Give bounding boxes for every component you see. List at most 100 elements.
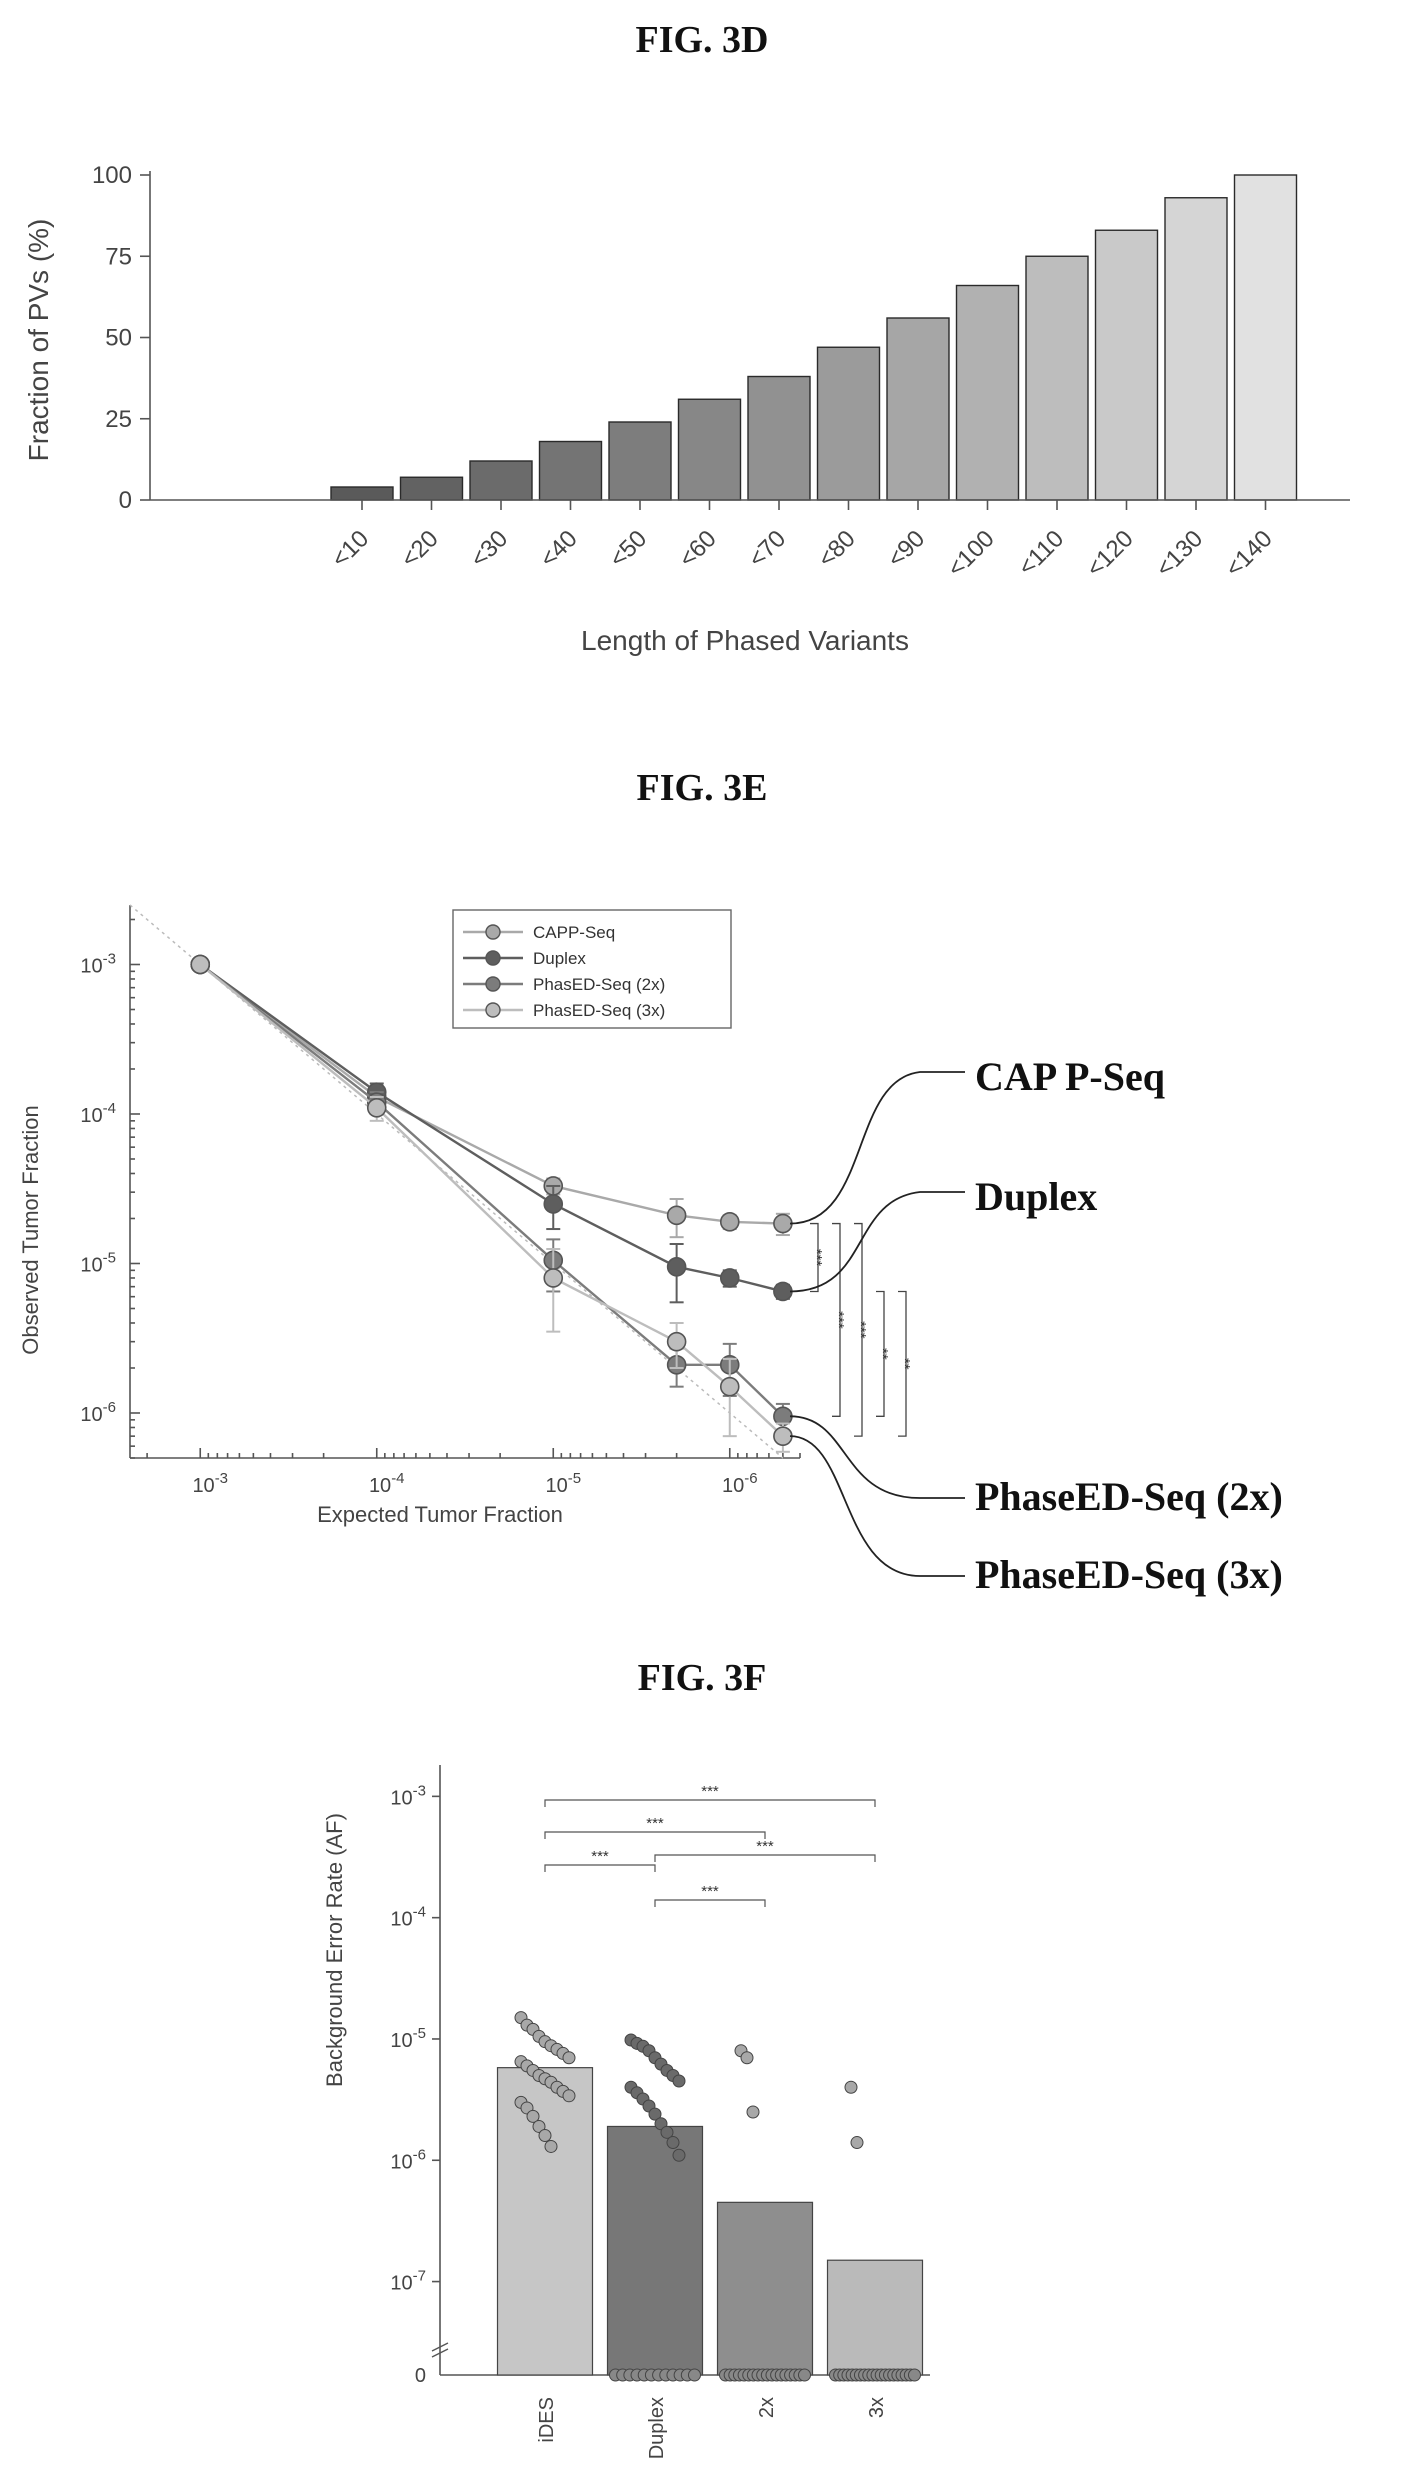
fig-3d-bar — [608, 421, 672, 501]
fig-3d-x-axis-label: Length of Phased Variants — [581, 625, 909, 656]
fig-3d-axes: 0 25 50 75 100 <10 <20 <30 <40 <50 <60 <70 <80 <90 <10… — [92, 162, 1350, 582]
fig-3f-points — [514, 2011, 921, 2382]
fig-3d-y-tick-label: 100 — [92, 162, 132, 189]
fig-3d-bar — [816, 346, 881, 501]
fig-3e-y-axis-label: Observed Tumor Fraction — [18, 1105, 43, 1354]
fig-3d-bar — [886, 317, 950, 501]
fig-3e-point — [773, 1213, 793, 1234]
fig-3e-significance-bracket — [854, 1222, 863, 1437]
fig-3d-x-tick-label: <60 — [674, 525, 722, 573]
fig-3e-point — [543, 1268, 564, 1288]
fig-3f-x-tick-label: 2x — [756, 2397, 778, 2418]
fig-3d-bar — [1164, 197, 1228, 501]
fig-3d-x-tick-label: <130 — [1151, 525, 1208, 582]
fig-3d-x-tick-label: <110 — [1013, 525, 1069, 581]
fig-3d-x-tick-label: <140 — [1220, 525, 1277, 582]
fig-3d-x-tick-label: <30 — [465, 525, 513, 573]
fig-3d-x-tick-label: <80 — [813, 525, 861, 573]
fig-3e-legend-label: CAPP-Seq — [533, 923, 615, 942]
fig-3f-significance-label: *** — [646, 1815, 664, 1832]
fig-3f-significance-bracket — [654, 1854, 876, 1862]
fig-3f-point — [532, 2119, 546, 2133]
fig-3f-y-tick-label: 10-3 — [390, 1782, 426, 1809]
fig-3f-y-tick-label: 10-4 — [390, 1904, 426, 1931]
fig-3d-x-tick-label: <100 — [942, 525, 999, 582]
fig-3e-significance-bracket — [898, 1290, 907, 1437]
fig-3f-y-axis-label: Background Error Rate (AF) — [322, 1813, 347, 2087]
fig-3e-point — [190, 954, 211, 975]
fig-3d-y-tick-label: 25 — [105, 406, 132, 433]
fig-3e-significance-bracket — [832, 1222, 841, 1417]
fig-3d-x-tick-label: <10 — [326, 525, 374, 573]
fig-3f-point — [648, 2107, 662, 2121]
fig-3e-callout-label: PhaseED-Seq (3x) — [975, 1552, 1283, 1597]
fig-3d-bar — [677, 398, 742, 501]
fig-3f-significance-brackets: *** *** *** *** *** — [544, 1783, 876, 1907]
fig-3e-point — [366, 1098, 387, 1118]
fig-3e-callout-leader — [789, 1435, 965, 1577]
fig-3e-point — [773, 1426, 793, 1446]
fig-3d-bar — [1025, 255, 1089, 501]
fig-3f-zero-point — [798, 2368, 811, 2382]
fig-3d-x-tick-label: <70 — [743, 525, 791, 573]
fig-3f-panel: FIG. 3F 10-3 10-4 10-5 10-6 10-7 0 iDES Duplex 2… — [322, 1657, 930, 2459]
fig-3e-significance-label: ** — [896, 1358, 913, 1370]
fig-3d-y-tick-label: 75 — [105, 243, 132, 270]
fig-3d-bar — [1094, 229, 1159, 501]
fig-3e-point — [719, 1376, 740, 1397]
fig-3f-significance-label: *** — [701, 1883, 719, 1900]
fig-3d-bar — [469, 460, 533, 501]
fig-3e-callout-label: PhaseED-Seq (2x) — [975, 1474, 1283, 1519]
fig-3f-bar — [606, 2125, 704, 2376]
fig-3e-legend-label: PhasED-Seq (3x) — [533, 1001, 665, 1020]
fig-3f-x-tick-label: Duplex — [646, 2397, 668, 2459]
fig-3d-x-tick-label: <40 — [535, 525, 583, 573]
fig-3f-point — [844, 2080, 858, 2094]
fig-3f-x-tick-label: iDES — [536, 2397, 558, 2443]
fig-3d-panel: FIG. 3D 0 25 50 75 100 <10 <20 <30 <40 <50 <60 <70 <… — [23, 19, 1350, 656]
fig-3e-point — [719, 1268, 740, 1288]
fig-3e-legend-swatch-marker — [485, 950, 501, 966]
fig-3e-series-line — [199, 963, 784, 1418]
fig-3e-title: FIG. 3E — [637, 767, 768, 809]
fig-3e-axes: 10-3 10-4 10-5 10-6 10-3 10-4 10-5 10-6 — [80, 905, 801, 1497]
fig-3e-x-axis-label: Expected Tumor Fraction — [317, 1502, 563, 1527]
fig-3d-x-tick-label: <50 — [604, 525, 652, 573]
fig-3e-callout-label: CAP P-Seq — [975, 1054, 1165, 1099]
fig-3e-panel: FIG. 3E 10-3 10-4 10-5 10-6 10-3 10-4 10-5 10-6… — [18, 767, 1283, 1597]
fig-3e-significance-label: *** — [808, 1249, 825, 1267]
fig-3e-point — [666, 1331, 687, 1352]
fig-3e-x-tick-label: 10-5 — [545, 1470, 581, 1497]
fig-3f-bars — [496, 2067, 924, 2376]
fig-3e-y-tick-label: 10-3 — [80, 950, 116, 977]
fig-3e-significance-bracket — [876, 1290, 885, 1417]
fig-3e-significance-label: *** — [830, 1311, 847, 1329]
fig-3f-point — [740, 2051, 754, 2065]
fig-3f-point — [850, 2136, 864, 2150]
fig-3f-point — [666, 2136, 680, 2150]
fig-3d-bars — [330, 174, 1298, 501]
fig-3d-bar — [399, 476, 464, 501]
fig-3e-series-line — [199, 963, 784, 1438]
fig-3f-y-tick-label: 10-7 — [390, 2268, 426, 2295]
fig-3f-point — [538, 2129, 552, 2143]
fig-3f-significance-label: *** — [591, 1848, 609, 1865]
fig-3d-y-tick-label: 0 — [119, 487, 132, 514]
fig-3e-legend-label: PhasED-Seq (2x) — [533, 975, 665, 994]
fig-3f-significance-bracket — [544, 1864, 656, 1872]
fig-3e-callouts: CAP P-Seq Duplex PhaseED-Seq (2x) PhaseED-S… — [789, 1054, 1283, 1597]
fig-3f-point — [660, 2125, 674, 2139]
fig-3d-x-tick-label: <90 — [882, 525, 930, 573]
fig-3f-point — [562, 2089, 576, 2103]
fig-3e-point — [773, 1281, 793, 1302]
fig-3f-point — [544, 2139, 558, 2153]
fig-3e-point — [666, 1257, 687, 1277]
fig-3e-callout-leader — [789, 1191, 965, 1293]
fig-3f-title: FIG. 3F — [638, 1657, 767, 1699]
fig-3e-point — [543, 1194, 564, 1214]
fig-3f-axes: 10-3 10-4 10-5 10-6 10-7 0 iDES Duplex 2x 3x — [390, 1765, 930, 2459]
fig-3f-significance-bracket — [544, 1831, 766, 1839]
fig-3f-bar — [826, 2259, 924, 2376]
fig-3d-bar — [747, 375, 811, 501]
fig-3d-bar — [955, 284, 1020, 501]
